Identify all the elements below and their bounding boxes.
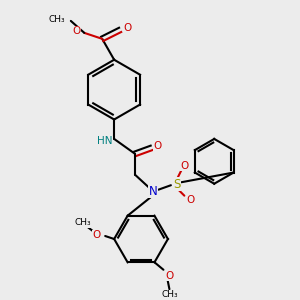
Text: CH₃: CH₃ (161, 290, 178, 299)
Text: O: O (165, 271, 173, 281)
Text: O: O (92, 230, 100, 240)
Text: S: S (173, 178, 181, 191)
Text: O: O (186, 195, 194, 205)
Text: O: O (73, 26, 81, 36)
Text: O: O (124, 23, 132, 33)
Text: N: N (148, 185, 158, 198)
Text: CH₃: CH₃ (48, 15, 65, 24)
Text: O: O (153, 141, 162, 152)
Text: CH₃: CH₃ (74, 218, 91, 227)
Text: O: O (180, 161, 188, 171)
Text: HN: HN (98, 136, 113, 146)
